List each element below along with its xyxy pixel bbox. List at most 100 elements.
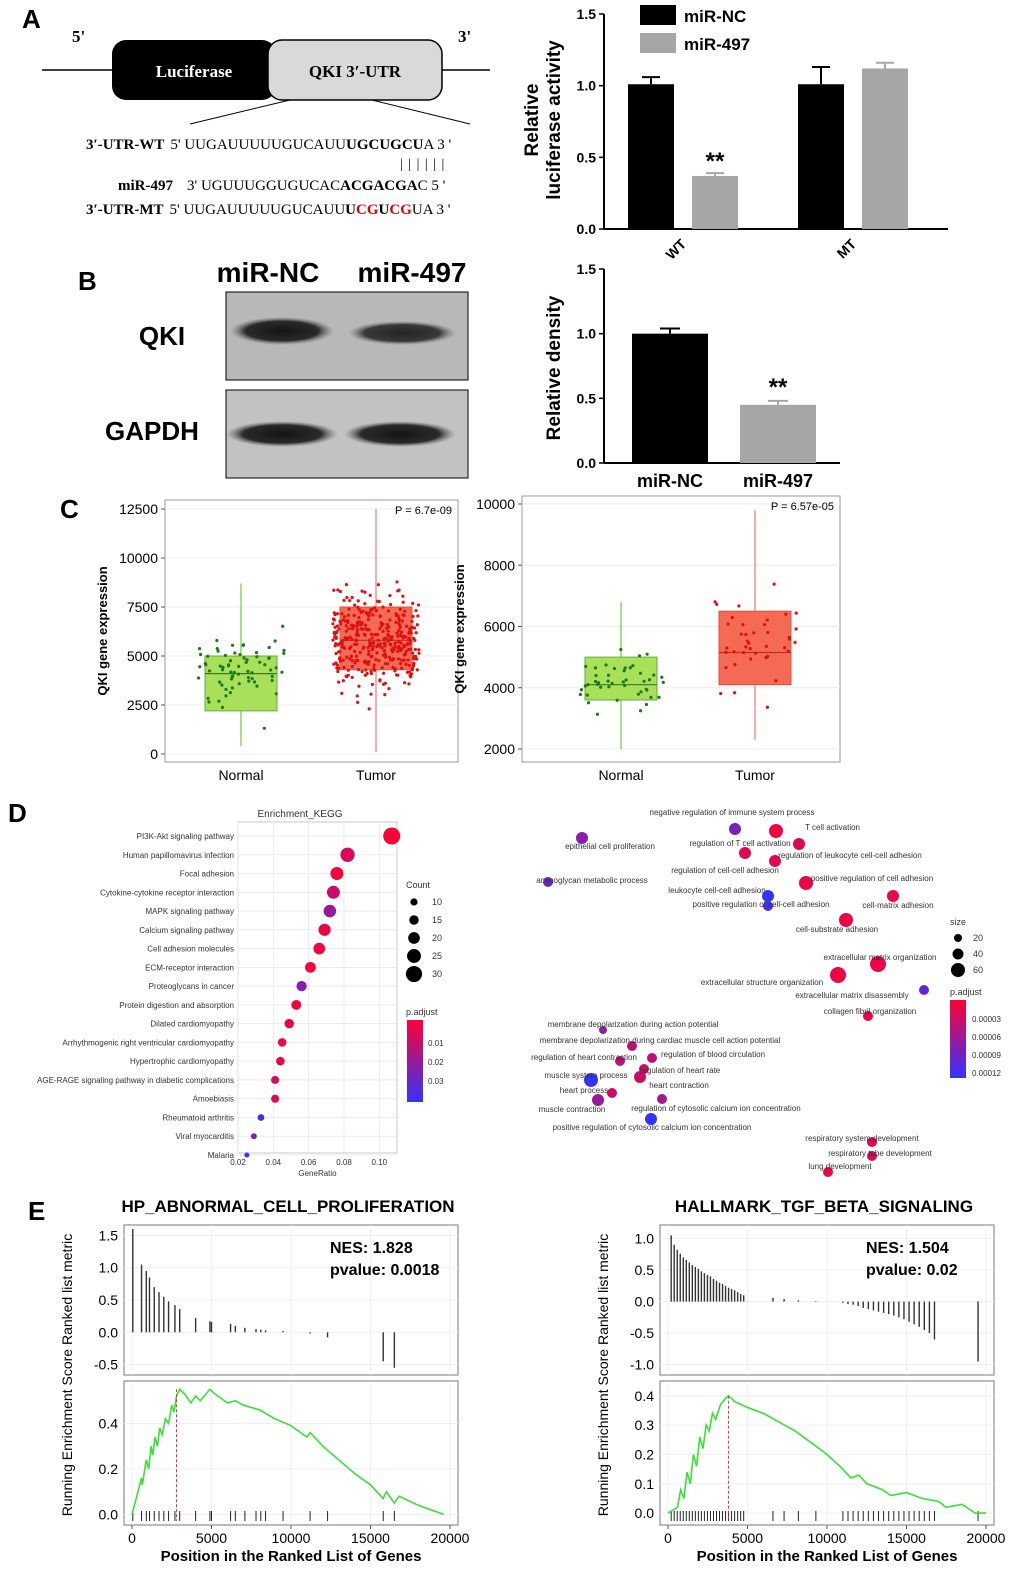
box-point: [217, 699, 221, 703]
kegg-pathway-label: Human papillomavirus infection: [123, 851, 234, 860]
box-point: [357, 608, 361, 612]
kegg-dot: [244, 1152, 250, 1158]
box-point: [787, 637, 792, 641]
kegg-dot: [284, 1018, 294, 1029]
box-point: [405, 624, 409, 628]
box-point: [374, 657, 378, 662]
box-point: [345, 655, 349, 659]
go-node-label: extracellular structure organization: [701, 978, 823, 987]
box-point: [376, 638, 380, 642]
box-point: [649, 695, 653, 700]
kegg-dot: [277, 1038, 287, 1047]
box-point: [356, 658, 360, 663]
box-point: [401, 594, 405, 598]
box-point: [397, 618, 401, 623]
box-point: [725, 646, 729, 650]
go-node-label: positive regulation of cytosolic calcium…: [553, 1123, 752, 1132]
box-point: [642, 679, 646, 683]
kegg-pathway-label: ECM-receptor interaction: [145, 963, 234, 972]
legend-label-mir-497: miR-497: [684, 35, 750, 54]
box-point: [375, 644, 379, 649]
gsea-nes: NES: 1.828: [330, 1240, 413, 1257]
go-node: [793, 838, 805, 850]
box-point: [369, 692, 373, 696]
go-size-legend-dot: [954, 934, 962, 942]
box-point: [412, 661, 416, 665]
box-point: [636, 692, 641, 696]
density-bar: [740, 404, 816, 463]
zoom-line-left: [189, 99, 291, 125]
go-node: [830, 967, 846, 983]
kegg-count-legend-label: 30: [432, 969, 442, 979]
box-iqr: [718, 610, 792, 686]
go-node-label: collagen fibril organization: [824, 1007, 917, 1016]
box-point: [416, 603, 421, 607]
luc-bar: [628, 84, 674, 229]
box-point: [344, 624, 348, 628]
box-point: [339, 622, 343, 626]
box-point: [612, 666, 617, 671]
box-point: [406, 641, 410, 646]
box-point: [386, 609, 391, 613]
kegg-title: Enrichment_KEGG: [257, 809, 342, 820]
box-point: [250, 676, 254, 681]
box-point: [411, 651, 415, 655]
kegg-dot: [383, 827, 401, 845]
box-point: [350, 665, 354, 669]
box-point: [393, 644, 397, 648]
density-ytick-label: 1.0: [577, 326, 597, 342]
box-point: [262, 726, 266, 730]
box-point: [586, 701, 591, 705]
kegg-dot: [340, 847, 355, 862]
box-point: [381, 671, 386, 675]
box-point: [247, 679, 251, 683]
box-point: [350, 595, 354, 600]
go-node: [867, 1137, 877, 1147]
box-point: [342, 665, 346, 670]
box-point: [387, 625, 391, 629]
kegg-dot: [271, 1094, 280, 1103]
box-point: [748, 646, 752, 651]
go-padj-legend-label: 0.00009: [972, 1051, 1001, 1060]
box-point: [387, 655, 392, 659]
blot-row-qki: QKI: [139, 321, 185, 351]
kegg-count-legend-dot: [407, 949, 421, 963]
box-point: [340, 639, 344, 643]
box-point: [348, 657, 352, 661]
box-point: [383, 681, 387, 685]
gsea-xtick-label: 5000: [196, 1530, 227, 1546]
box-point: [245, 658, 249, 662]
box-point: [409, 647, 413, 651]
box-point: [340, 645, 344, 649]
box-point: [338, 619, 342, 624]
box-pvalue: P = 6.7e-09: [395, 505, 452, 517]
box-point: [361, 646, 365, 650]
box-point: [596, 681, 601, 685]
box-point: [793, 640, 797, 644]
go-node: [769, 824, 783, 838]
go-node: [645, 1113, 657, 1125]
three-prime-label: 3': [458, 27, 471, 46]
box-point: [737, 604, 741, 608]
box-point: [400, 658, 404, 662]
box-point: [354, 654, 358, 658]
box-point: [226, 663, 231, 667]
box-point: [402, 658, 406, 662]
box-point: [255, 684, 259, 688]
kegg-dot: [318, 923, 331, 936]
gsea-xtick-label: 15000: [887, 1530, 926, 1546]
box-point: [382, 649, 386, 653]
box-point: [638, 709, 643, 713]
box-point: [396, 657, 401, 661]
box-point: [357, 684, 361, 688]
mt-sequence: 3′-UTR-MT 5' UUGAUUUUUGUCAUUUCGUCGUA 3 ': [86, 202, 451, 218]
go-padj-legend-title: p.adjust: [950, 987, 982, 997]
box-point: [403, 681, 407, 685]
kegg-pathway-label: Proteoglycans in cancer: [149, 982, 235, 991]
go-node-label: regulation of cell-cell adhesion: [671, 866, 779, 875]
box-point: [241, 643, 246, 647]
go-size-legend-label: 60: [973, 965, 983, 975]
box-point: [346, 620, 350, 625]
gsea-top-ytick-label: 1.0: [99, 1260, 119, 1276]
kegg-xlabel: GeneRatio: [298, 1169, 337, 1178]
